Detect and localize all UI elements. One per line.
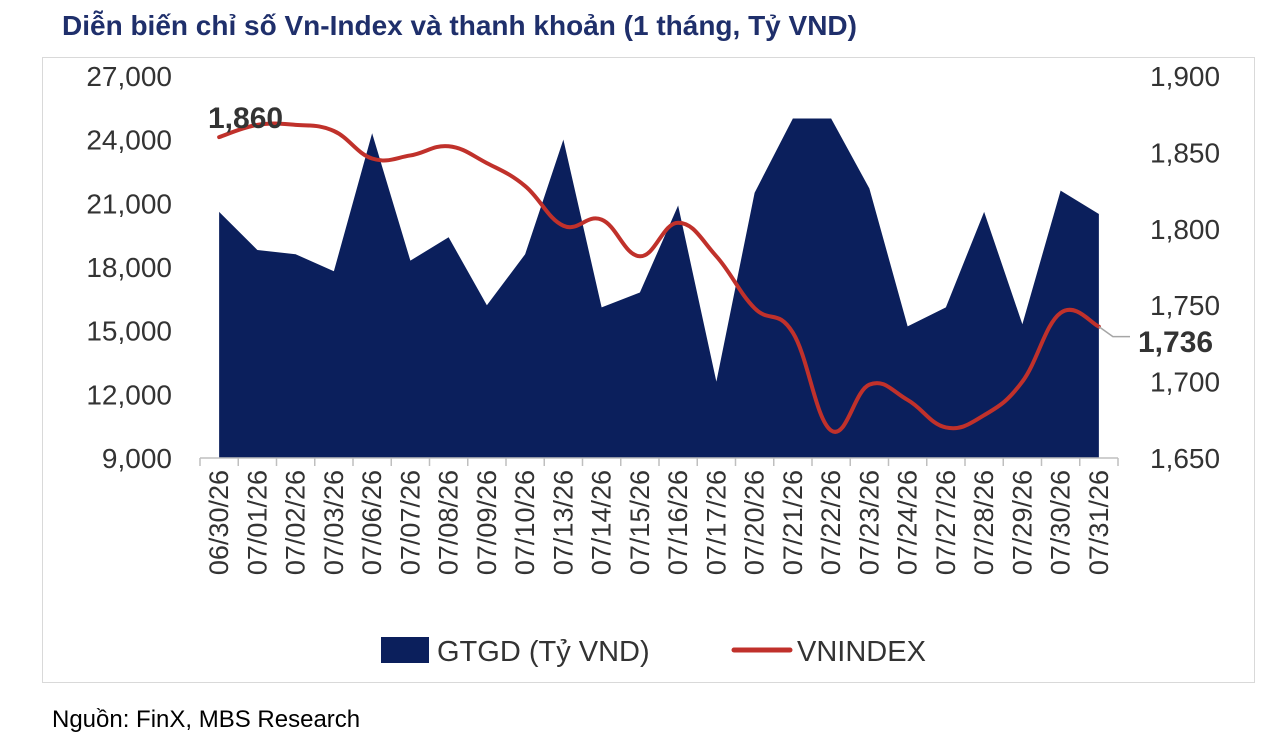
x-tick-label: 07/31/26	[1084, 470, 1114, 575]
y-right-tick-label: 1,850	[1150, 137, 1220, 168]
x-tick-label: 07/20/26	[740, 470, 770, 575]
value-callouts: 1,860 1,736	[208, 102, 1213, 359]
x-tick-label: 07/09/26	[472, 470, 502, 575]
legend-label-vnindex: VNINDEX	[797, 636, 926, 668]
x-tick-label: 07/22/26	[816, 470, 846, 575]
gtgd-area	[219, 118, 1099, 458]
y-left-tick-label: 18,000	[86, 252, 172, 283]
y-right-tick-label: 1,700	[1150, 367, 1220, 398]
y-right-tick-label: 1,900	[1150, 61, 1220, 92]
x-tick-label: 07/07/26	[395, 470, 425, 575]
x-tick-label: 07/03/26	[319, 470, 349, 575]
x-tick-label: 07/10/26	[510, 470, 540, 575]
x-tick-label: 07/13/26	[548, 470, 578, 575]
y-left-tick-label: 27,000	[86, 61, 172, 92]
legend-swatch-gtgd	[381, 637, 429, 663]
x-axis-tick-labels: 06/30/26 07/01/26 07/02/26 07/03/26 07/06/26…	[204, 470, 1114, 575]
x-tick-label: 07/21/26	[778, 470, 808, 575]
legend: GTGD (Tỷ VND) VNINDEX	[381, 636, 926, 668]
x-tick-label: 07/24/26	[893, 470, 923, 575]
x-tick-label: 07/29/26	[1007, 470, 1037, 575]
y-left-tick-label: 12,000	[86, 379, 172, 410]
y-right-tick-label: 1,650	[1150, 443, 1220, 474]
callout-last-value: 1,736	[1138, 326, 1213, 359]
callout-leader-line	[1098, 325, 1130, 338]
vnindex-line-series	[217, 121, 1101, 434]
y-left-tick-label: 9,000	[102, 443, 172, 474]
x-tick-label: 07/08/26	[434, 470, 464, 575]
y-right-tick-label: 1,750	[1150, 290, 1220, 321]
y-left-tick-label: 24,000	[86, 125, 172, 156]
x-tick-label: 07/06/26	[357, 470, 387, 575]
y-right-tick-label: 1,800	[1150, 214, 1220, 245]
x-tick-label: 07/17/26	[701, 470, 731, 575]
x-tick-label: 07/02/26	[281, 470, 311, 575]
x-tick-label: 07/14/26	[587, 470, 617, 575]
x-tick-label: 07/30/26	[1046, 470, 1076, 575]
y-left-tick-label: 15,000	[86, 316, 172, 347]
legend-label-gtgd: GTGD (Tỷ VND)	[437, 636, 650, 668]
x-tick-label: 07/15/26	[625, 470, 655, 575]
x-tick-label: 06/30/26	[204, 470, 234, 575]
y-axis-right: 1,900 1,850 1,800 1,750 1,700 1,650	[1150, 61, 1220, 474]
x-tick-label: 07/27/26	[931, 470, 961, 575]
chart: 27,000 24,000 21,000 18,000 15,000 12,000 9,00…	[86, 61, 1220, 668]
x-tick-label: 07/16/26	[663, 470, 693, 575]
chart-title: Diễn biến chỉ số Vn-Index và thanh khoản…	[62, 10, 857, 41]
source-note: Nguồn: FinX, MBS Research	[52, 706, 361, 733]
x-axis	[199, 457, 1119, 466]
chart-frame	[42, 57, 1255, 683]
callout-first-value: 1,860	[208, 102, 283, 135]
x-tick-label: 07/23/26	[854, 470, 884, 575]
x-tick-label: 07/28/26	[969, 470, 999, 575]
gtgd-area-series	[219, 118, 1099, 458]
x-tick-label: 07/01/26	[242, 470, 272, 575]
y-left-tick-label: 21,000	[86, 188, 172, 219]
y-axis-left: 27,000 24,000 21,000 18,000 15,000 12,000 9,00…	[86, 61, 172, 474]
